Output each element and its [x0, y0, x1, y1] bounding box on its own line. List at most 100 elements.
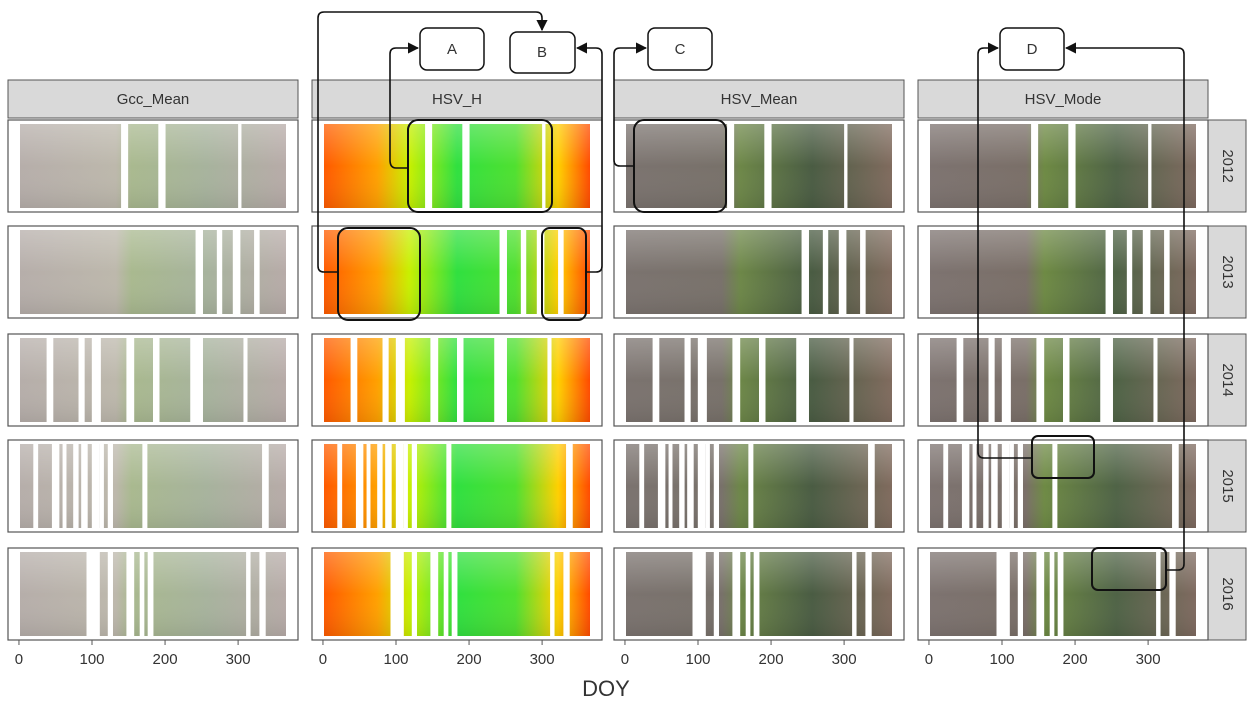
image-gap [367, 444, 371, 528]
image-gap [79, 338, 85, 422]
image-gap [446, 444, 451, 528]
facet-label: 2015 [1219, 469, 1236, 502]
image-gap [196, 230, 203, 314]
image-gap [1143, 230, 1151, 314]
image-gap [1058, 552, 1064, 636]
image-gap [962, 444, 969, 528]
annotation-label: B [537, 44, 547, 61]
image-gap [759, 338, 766, 422]
image-gap [1172, 444, 1179, 528]
image-gap [81, 444, 88, 528]
image-gap [351, 338, 358, 422]
image-gap [679, 444, 684, 528]
image-gap [377, 444, 382, 528]
image-gap [401, 338, 405, 422]
image-gap [973, 444, 977, 528]
image-gap [233, 230, 241, 314]
image-gap [687, 444, 694, 528]
x-axis-label: DOY [582, 676, 630, 701]
image-gap [383, 338, 389, 422]
image-shade [20, 124, 286, 208]
x-tick-label: 100 [383, 651, 408, 668]
image-gap [714, 444, 719, 528]
image-gap [732, 338, 740, 422]
annotation-label: C [675, 41, 686, 58]
image-gap [33, 444, 38, 528]
image-gap [746, 552, 751, 636]
image-gap [500, 338, 507, 422]
image-gap [47, 338, 54, 422]
image-gap [943, 444, 948, 528]
image-gap [97, 338, 101, 422]
x-tick-label: 300 [832, 651, 857, 668]
image-gap [100, 444, 104, 528]
x-tick-label: 0 [925, 651, 933, 668]
image-gap [1050, 552, 1055, 636]
image-gap [754, 552, 760, 636]
facet-label: 2014 [1219, 363, 1236, 396]
image-gap [537, 230, 545, 314]
annotation-label: D [1027, 41, 1038, 58]
x-tick-label: 100 [685, 651, 710, 668]
image-gap [108, 444, 113, 528]
image-gap [698, 444, 706, 528]
image-gap [983, 444, 988, 528]
image-gap [452, 552, 458, 636]
image-gap [1106, 338, 1113, 422]
image-gap [412, 552, 417, 636]
facet-label: HSV_Mean [721, 91, 798, 108]
image-gap [73, 444, 78, 528]
image-gap [262, 444, 269, 528]
x-tick-label: 200 [457, 651, 482, 668]
image-shade [324, 124, 590, 208]
image-shade [20, 444, 286, 528]
image-gap [653, 338, 660, 422]
image-gap [254, 230, 260, 314]
image-gap [153, 338, 160, 422]
image-gap [714, 552, 719, 636]
image-gap [108, 552, 113, 636]
image-gap [1063, 338, 1070, 422]
image-gap [1164, 230, 1170, 314]
image-gap [542, 124, 545, 208]
image-gap [1127, 230, 1132, 314]
image-gap [1169, 552, 1175, 636]
image-gap [550, 552, 554, 636]
x-tick-label: 0 [319, 651, 327, 668]
facet-label: Gcc_Mean [117, 91, 190, 108]
image-gap [140, 552, 145, 636]
image-gap [802, 230, 809, 314]
image-gap [547, 338, 551, 422]
image-gap [566, 444, 573, 528]
facet-label: HSV_Mode [1025, 91, 1102, 108]
x-tick-label: 200 [153, 651, 178, 668]
image-gap [658, 444, 665, 528]
image-gap [563, 552, 569, 636]
image-gap [1068, 124, 1075, 208]
image-gap [500, 230, 507, 314]
image-shade [324, 230, 590, 314]
x-tick-label: 300 [226, 651, 251, 668]
image-gap [385, 444, 392, 528]
image-gap [849, 338, 853, 422]
image-gap [727, 124, 734, 208]
image-gap [732, 552, 740, 636]
image-gap [412, 444, 417, 528]
facet-label: 2013 [1219, 255, 1236, 288]
image-gap [1010, 444, 1014, 528]
image-gap [430, 338, 438, 422]
image-gap [396, 444, 404, 528]
image-gap [669, 444, 673, 528]
image-shade [324, 444, 590, 528]
x-tick-label: 0 [15, 651, 23, 668]
image-gap [126, 552, 134, 636]
image-gap [639, 444, 644, 528]
image-gap [844, 124, 847, 208]
chart: Gcc_Mean201220132014201520160100200300HS… [0, 0, 1251, 702]
image-gap [196, 338, 203, 422]
image-shade [626, 230, 892, 314]
image-gap [989, 338, 995, 422]
image-gap [337, 444, 342, 528]
image-gap [148, 552, 154, 636]
image-gap [1036, 338, 1044, 422]
